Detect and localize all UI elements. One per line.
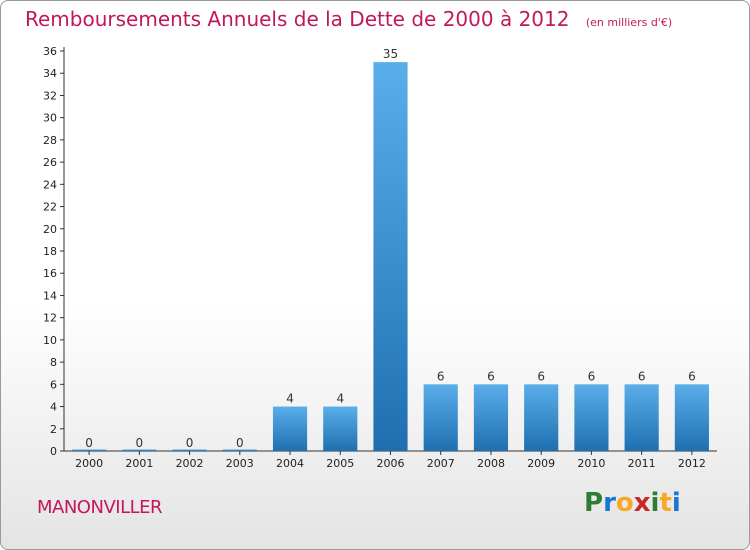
bar-2003: [222, 449, 257, 451]
data-label-2005: 4: [336, 392, 344, 406]
bar-2004: [272, 406, 308, 451]
bar-2005: [323, 406, 358, 451]
bar-2007: [423, 384, 458, 451]
x-tick-label: 2007: [427, 457, 455, 470]
data-label-2010: 6: [588, 369, 596, 383]
data-label-2006: 35: [383, 47, 398, 61]
bar-2006: [373, 62, 408, 451]
logo-letter: t: [659, 488, 672, 518]
logo-letter: i: [650, 488, 660, 518]
y-tick-label: 14: [43, 289, 57, 302]
bar-2010: [574, 384, 609, 451]
bar-2001: [122, 449, 157, 451]
x-tick-label: 2003: [226, 457, 254, 470]
x-tick-label: 2012: [678, 457, 706, 470]
x-tick-label: 2004: [276, 457, 304, 470]
y-tick-label: 4: [50, 401, 57, 414]
data-label-2000: 0: [85, 436, 93, 450]
data-label-2003: 0: [236, 436, 244, 450]
bar-series: [72, 62, 709, 451]
data-label-2002: 0: [186, 436, 194, 450]
x-tick-label: 2010: [577, 457, 605, 470]
x-tick-label: 2001: [125, 457, 153, 470]
y-tick-label: 36: [43, 45, 57, 58]
y-tick-label: 34: [43, 67, 57, 80]
bar-2000: [72, 449, 107, 451]
chart-title: Remboursements Annuels de la Dette de 20…: [25, 7, 672, 31]
chart-title-text: Remboursements Annuels de la Dette de 20…: [25, 7, 570, 31]
y-tick-label: 20: [43, 223, 57, 236]
data-label-2007: 6: [437, 369, 445, 383]
logo-letter: r: [603, 488, 616, 518]
y-tick-label: 32: [43, 89, 57, 102]
x-tick-label: 2005: [326, 457, 354, 470]
y-tick-label: 22: [43, 201, 57, 214]
y-tick-label: 10: [43, 334, 57, 347]
data-label-2001: 0: [136, 436, 144, 450]
data-label-2004: 4: [286, 392, 294, 406]
x-tick-label: 2008: [477, 457, 505, 470]
x-tick-label: 2011: [628, 457, 656, 470]
bar-2011: [624, 384, 659, 451]
data-label-2012: 6: [688, 369, 696, 383]
chart-subtitle: (en milliers d'€): [585, 16, 673, 29]
data-label-2011: 6: [638, 369, 646, 383]
x-tick-label: 2009: [527, 457, 555, 470]
bar-2002: [172, 449, 207, 451]
bar-2009: [524, 384, 559, 451]
data-label-2008: 6: [487, 369, 495, 383]
x-axis: 2000 2001 2002 2003 2004 2005 2006 2007 2008 2009…: [64, 450, 717, 470]
y-tick-label: 16: [43, 267, 57, 280]
proxiti-logo: Proxiti: [584, 488, 681, 518]
x-tick-label: 2006: [377, 457, 405, 470]
y-tick-label: 8: [50, 356, 57, 369]
logo-letter: x: [633, 488, 651, 518]
y-tick-label: 28: [43, 134, 57, 147]
bar-2008: [473, 384, 509, 451]
y-tick-label: 0: [50, 445, 57, 458]
y-tick-label: 24: [43, 178, 57, 191]
bar-2012: [674, 384, 709, 451]
x-tick-label: 2002: [176, 457, 204, 470]
x-tick-label: 2000: [75, 457, 103, 470]
y-tick-label: 2: [50, 423, 57, 436]
y-tick-label: 30: [43, 112, 57, 125]
commune-name: MANONVILLER: [37, 497, 163, 518]
y-tick-label: 18: [43, 245, 57, 258]
data-label-2009: 6: [537, 369, 545, 383]
logo-letter: P: [584, 488, 604, 518]
logo-letter: i: [671, 488, 681, 518]
y-tick-label: 6: [50, 378, 57, 391]
y-tick-label: 26: [43, 156, 57, 169]
y-tick-label: 12: [43, 312, 57, 325]
logo-letter: o: [615, 488, 634, 518]
